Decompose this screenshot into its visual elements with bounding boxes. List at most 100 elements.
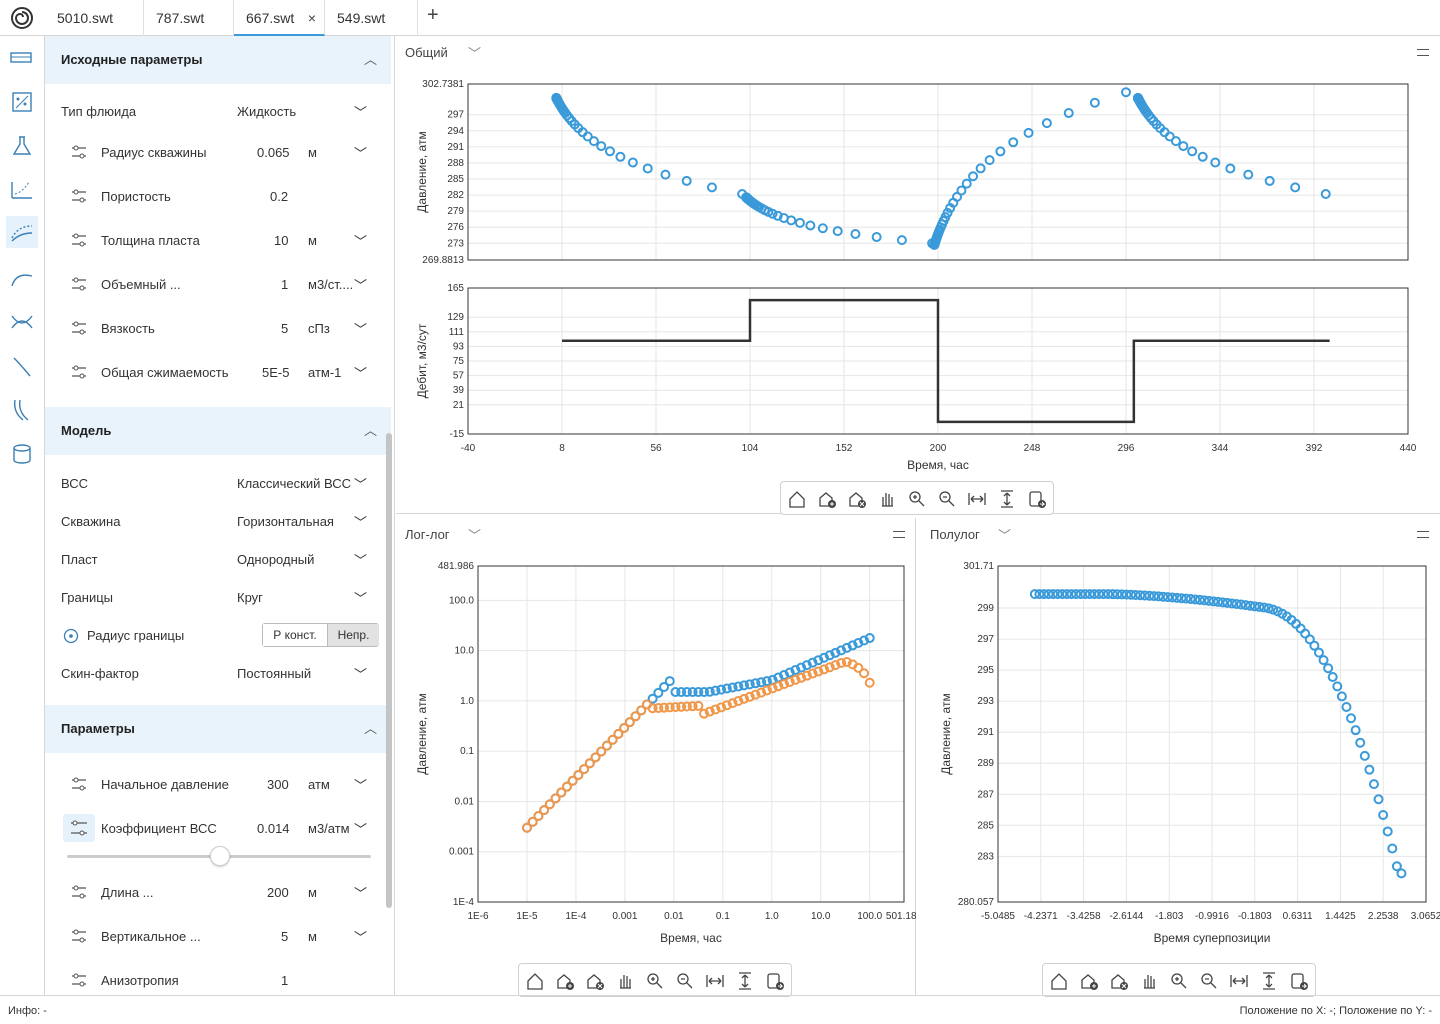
sliders-icon[interactable]	[69, 187, 89, 205]
home-icon[interactable]	[525, 971, 545, 991]
model-row[interactable]: Пласт Однородный ﹀	[45, 544, 391, 574]
fluid-type-row[interactable]: Тип флюида Жидкость ﹀	[45, 96, 391, 126]
sliders-icon[interactable]	[69, 971, 89, 989]
fluid-type-select[interactable]: Жидкость	[237, 104, 297, 119]
toggle-option-impermeable[interactable]: Непр.	[327, 624, 379, 646]
database-icon[interactable]	[6, 438, 38, 470]
close-tab-icon[interactable]: ×	[307, 10, 316, 26]
sliders-icon[interactable]	[69, 363, 89, 381]
wave-icon[interactable]	[6, 394, 38, 426]
slider-thumb[interactable]	[210, 846, 230, 866]
panel-title[interactable]: Лог-лог	[405, 527, 450, 542]
target-icon[interactable]	[63, 628, 79, 647]
field-value[interactable]: 300	[267, 777, 289, 792]
chevron-down-icon[interactable]: ﹀	[353, 146, 367, 161]
menu-icon[interactable]	[893, 531, 905, 538]
add-point-icon[interactable]	[1079, 971, 1099, 991]
chevron-down-icon[interactable]: ﹀	[353, 515, 367, 530]
decline-icon[interactable]	[6, 262, 38, 294]
add-point-icon[interactable]	[555, 971, 575, 991]
field-value[interactable]: 1	[281, 973, 289, 988]
chevron-down-icon[interactable]: ﹀	[353, 477, 367, 492]
fit-width-icon[interactable]	[705, 971, 725, 991]
model-select[interactable]: Классический ВСС	[237, 476, 351, 491]
remove-point-icon[interactable]	[847, 489, 867, 509]
add-tab-button[interactable]: +	[427, 4, 439, 26]
field-value[interactable]: 200	[267, 885, 289, 900]
model-select[interactable]: Однородный	[237, 552, 315, 567]
fit-height-icon[interactable]	[1259, 971, 1279, 991]
sliders-icon[interactable]	[69, 231, 89, 249]
skin-select[interactable]: Постоянный	[237, 666, 312, 681]
toggle-option-const[interactable]: Р конст.	[263, 624, 327, 646]
home-icon[interactable]	[1049, 971, 1069, 991]
field-value[interactable]: 0.014	[257, 821, 290, 836]
chevron-down-icon[interactable]: ﹀	[353, 105, 367, 120]
tab-549[interactable]: 549.swt	[325, 0, 418, 36]
zoom-out-icon[interactable]	[937, 489, 957, 509]
chevron-down-icon[interactable]: ﹀	[353, 322, 367, 337]
chevron-up-icon[interactable]: ︿	[363, 423, 377, 438]
zoom-out-icon[interactable]	[1199, 971, 1219, 991]
chevron-down-icon[interactable]: ﹀	[353, 553, 367, 568]
pan-hand-icon[interactable]	[1139, 971, 1159, 991]
field-value[interactable]: 0.2	[270, 189, 289, 204]
zoom-out-icon[interactable]	[675, 971, 695, 991]
section-header-params[interactable]: Параметры ︿	[45, 705, 391, 753]
zoom-in-icon[interactable]	[1169, 971, 1189, 991]
export-icon[interactable]	[1289, 971, 1309, 991]
export-icon[interactable]	[1027, 489, 1047, 509]
fit-height-icon[interactable]	[735, 971, 755, 991]
zoom-in-icon[interactable]	[907, 489, 927, 509]
chevron-down-icon[interactable]: ﹀	[353, 366, 367, 381]
model-select[interactable]: Горизонтальная	[237, 514, 334, 529]
field-value[interactable]: 10	[274, 233, 289, 248]
remove-point-icon[interactable]	[585, 971, 605, 991]
remove-point-icon[interactable]	[1109, 971, 1129, 991]
model-row[interactable]: Скважина Горизонтальная ﹀	[45, 506, 391, 536]
tab-5010[interactable]: 5010.swt	[45, 0, 144, 36]
app-logo-icon[interactable]	[11, 7, 33, 29]
panel-title[interactable]: Общий	[405, 45, 448, 60]
flask-icon[interactable]	[6, 130, 38, 162]
curve-dots-icon[interactable]	[6, 216, 38, 248]
chevron-down-icon[interactable]: ﹀	[353, 886, 367, 901]
sliders-icon[interactable]	[69, 883, 89, 901]
chevron-down-icon[interactable]: ﹀	[353, 278, 367, 293]
wbs-slider[interactable]	[67, 846, 373, 866]
zoom-in-icon[interactable]	[645, 971, 665, 991]
crossing-curves-icon[interactable]	[6, 306, 38, 338]
field-value[interactable]: 0.065	[257, 145, 290, 160]
sliders-icon[interactable]	[69, 775, 89, 793]
skin-row[interactable]: Скин-фактор Постоянный ﹀	[45, 658, 391, 688]
export-icon[interactable]	[765, 971, 785, 991]
pan-hand-icon[interactable]	[615, 971, 635, 991]
scatter-icon[interactable]	[6, 174, 38, 206]
chevron-down-icon[interactable]: ﹀	[353, 778, 367, 793]
model-row[interactable]: ВСС Классический ВСС ﹀	[45, 468, 391, 498]
chevron-down-icon[interactable]: ﹀	[353, 930, 367, 945]
field-value[interactable]: 1	[281, 277, 289, 292]
home-icon[interactable]	[787, 489, 807, 509]
field-value[interactable]: 5E-5	[262, 365, 290, 380]
chevron-up-icon[interactable]: ︿	[363, 721, 377, 736]
chevron-down-icon[interactable]: ﹀	[353, 234, 367, 249]
sliders-icon[interactable]	[69, 927, 89, 945]
sliders-icon[interactable]	[69, 143, 89, 161]
grid-icon[interactable]	[6, 86, 38, 118]
sliders-icon[interactable]	[69, 319, 89, 337]
chevron-down-icon[interactable]: ﹀	[353, 822, 367, 837]
line-icon[interactable]	[6, 350, 38, 382]
field-value[interactable]: 5	[281, 321, 289, 336]
field-value[interactable]: 5	[281, 929, 289, 944]
chevron-down-icon[interactable]: ﹀	[353, 667, 367, 682]
pan-hand-icon[interactable]	[877, 489, 897, 509]
tab-787[interactable]: 787.swt	[144, 0, 234, 36]
panel-title[interactable]: Полулог	[930, 527, 980, 542]
menu-icon[interactable]	[1417, 49, 1429, 56]
fit-width-icon[interactable]	[967, 489, 987, 509]
fit-width-icon[interactable]	[1229, 971, 1249, 991]
model-select[interactable]: Круг	[237, 590, 263, 605]
chevron-down-icon[interactable]: ﹀	[468, 46, 482, 61]
section-header-model[interactable]: Модель ︿	[45, 407, 391, 455]
